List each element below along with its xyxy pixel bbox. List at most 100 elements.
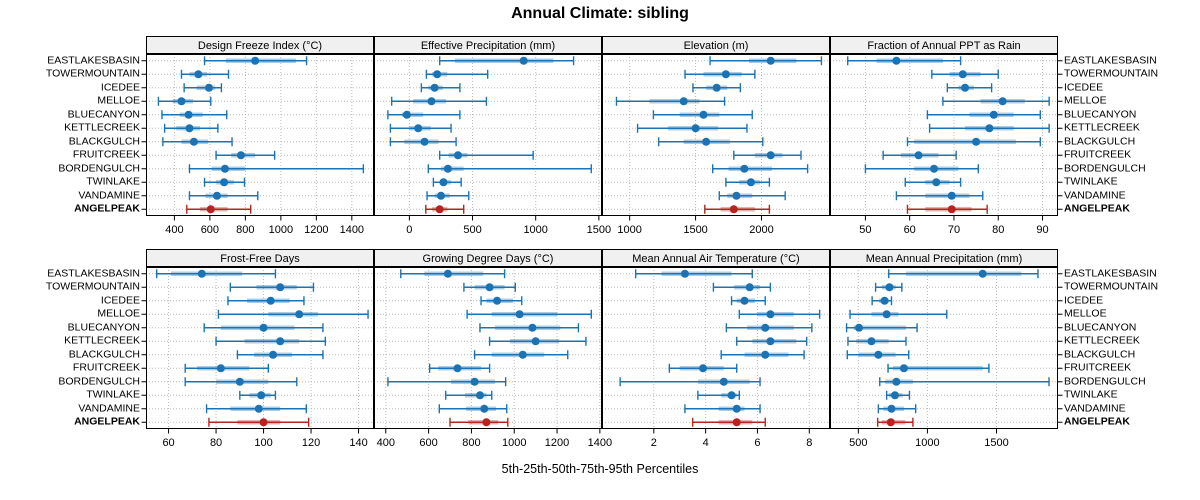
x-tick-label: 1000 bbox=[915, 437, 939, 449]
panel-title: Elevation (m) bbox=[684, 40, 749, 52]
panel-mean-annual-air-temperature-c-: Mean Annual Air Temperature (°C) 2 4 6 8 bbox=[602, 249, 830, 449]
x-tick-label: 2 bbox=[651, 437, 657, 449]
interval-vandamine bbox=[895, 191, 984, 201]
median-dot bbox=[251, 56, 260, 65]
x-axis: 60 80 100 120 140 bbox=[162, 429, 368, 449]
gridlines bbox=[602, 54, 830, 216]
interval-bordengulch bbox=[387, 377, 507, 387]
median-dot bbox=[766, 310, 775, 319]
site-label-left-bordengulch: BORDENGULCH bbox=[58, 375, 140, 388]
interval-bordengulch bbox=[864, 164, 980, 174]
interval-bordengulch bbox=[619, 377, 761, 387]
site-label-left-vandamine: VANDAMINE bbox=[78, 189, 140, 202]
interval-fruitcreek bbox=[215, 150, 276, 160]
site-label-left-angelpeak: ANGELPEAK bbox=[74, 202, 140, 215]
x-axis: 1000 1500 2000 bbox=[617, 216, 774, 236]
median-dot bbox=[475, 391, 484, 400]
gridlines bbox=[830, 267, 1058, 429]
panel-header bbox=[602, 249, 830, 267]
site-label-left-blackgulch: BLACKGULCH bbox=[68, 135, 140, 148]
x-tick-label: 500 bbox=[463, 224, 481, 236]
interval-bluecanyon bbox=[652, 110, 753, 120]
x-axis: 2 4 6 8 bbox=[651, 429, 812, 449]
interval-eastlakesbasin bbox=[203, 56, 308, 66]
interval-twinlake bbox=[697, 390, 741, 400]
panel-title: Fraction of Annual PPT as Rain bbox=[867, 40, 1020, 52]
median-dot bbox=[887, 404, 896, 413]
x-tick-label: 1400 bbox=[340, 224, 364, 236]
median-dot bbox=[177, 97, 186, 106]
interval-towermountain bbox=[712, 282, 772, 292]
interval-kettlecreek bbox=[928, 123, 1050, 133]
median-dot bbox=[439, 178, 448, 187]
interval-twinlake bbox=[725, 177, 771, 187]
row-ticks bbox=[1058, 273, 1063, 423]
plot-border bbox=[602, 54, 830, 216]
median-dot bbox=[427, 97, 436, 106]
site-label-left-fruitcreek: FRUITCREEK bbox=[72, 148, 140, 161]
median-dot bbox=[914, 151, 923, 160]
median-dot bbox=[266, 296, 275, 305]
interval-kettlecreek bbox=[163, 123, 219, 133]
panel-header bbox=[830, 249, 1058, 267]
panel-frost-free-days: Frost-Free Days 60 80 100 120 140 bbox=[141, 249, 374, 449]
row-ticks bbox=[1058, 60, 1063, 210]
interval-eastlakesbasin bbox=[155, 269, 277, 279]
median-dot bbox=[998, 97, 1007, 106]
panel-title: Growing Degree Days (°C) bbox=[423, 253, 554, 265]
median-dot bbox=[702, 137, 711, 146]
interval-blackgulch bbox=[473, 350, 569, 360]
x-tick-label: 1500 bbox=[984, 437, 1008, 449]
median-dot bbox=[414, 124, 423, 133]
interval-blackgulch bbox=[162, 137, 233, 147]
x-tick-label: 1200 bbox=[545, 437, 569, 449]
site-label-left-angelpeak: ANGELPEAK bbox=[74, 415, 140, 428]
median-dot bbox=[766, 151, 775, 160]
interval-towermountain bbox=[425, 69, 489, 79]
interval-blackgulch bbox=[720, 350, 805, 360]
x-tick-label: 120 bbox=[302, 437, 320, 449]
site-label-right-kettlecreek: KETTLECREEK bbox=[1064, 334, 1140, 347]
panel-title: Effective Precipitation (mm) bbox=[421, 40, 555, 52]
interval-kettlecreek bbox=[736, 336, 808, 346]
interval-angelpeak bbox=[906, 204, 988, 214]
interval-eastlakesbasin bbox=[847, 56, 962, 66]
median-dot bbox=[254, 404, 263, 413]
median-dot bbox=[257, 391, 266, 400]
interval-twinlake bbox=[432, 177, 462, 187]
interval-blackgulch bbox=[906, 137, 1041, 147]
x-tick-label: 500 bbox=[849, 437, 867, 449]
median-dot bbox=[947, 205, 956, 214]
median-dot bbox=[961, 83, 970, 92]
gridlines bbox=[146, 54, 374, 216]
interval-bordengulch bbox=[188, 164, 365, 174]
site-label-right-icedee: ICEDEE bbox=[1064, 294, 1104, 307]
median-dot bbox=[947, 191, 956, 200]
median-dot bbox=[482, 418, 491, 427]
axis-caption: 5th-25th-50th-75th-95th Percentiles bbox=[501, 462, 699, 476]
x-tick-label: 80 bbox=[210, 437, 222, 449]
interval-fruitcreek bbox=[438, 150, 534, 160]
x-tick-label: 140 bbox=[349, 437, 367, 449]
site-label-left-twinlake: TWINLAKE bbox=[86, 175, 140, 188]
site-label-left-eastlakesbasin: EASTLAKESBASIN bbox=[47, 267, 140, 280]
site-label-right-bordengulch: BORDENGULCH bbox=[1064, 162, 1146, 175]
x-tick-label: 1500 bbox=[683, 224, 707, 236]
gridlines bbox=[146, 267, 374, 429]
median-dot bbox=[727, 391, 736, 400]
interval-bordengulch bbox=[712, 164, 809, 174]
x-tick-label: 8 bbox=[806, 437, 812, 449]
x-tick-label: 0 bbox=[406, 224, 412, 236]
interval-eastlakesbasin bbox=[888, 269, 1039, 279]
interval-kettlecreek bbox=[847, 336, 907, 346]
chart-title: Annual Climate: sibling bbox=[511, 5, 689, 22]
median-dot bbox=[680, 269, 689, 278]
panel-elevation-m-: Elevation (m) 1000 1500 2000 bbox=[602, 36, 830, 236]
site-label-right-twinlake: TWINLAKE bbox=[1064, 388, 1118, 401]
median-dot bbox=[729, 205, 738, 214]
x-tick-label: 400 bbox=[165, 224, 183, 236]
site-label-left-icedee: ICEDEE bbox=[100, 81, 140, 94]
site-label-right-fruitcreek: FRUITCREEK bbox=[1064, 148, 1132, 161]
x-tick-label: 1500 bbox=[587, 224, 611, 236]
